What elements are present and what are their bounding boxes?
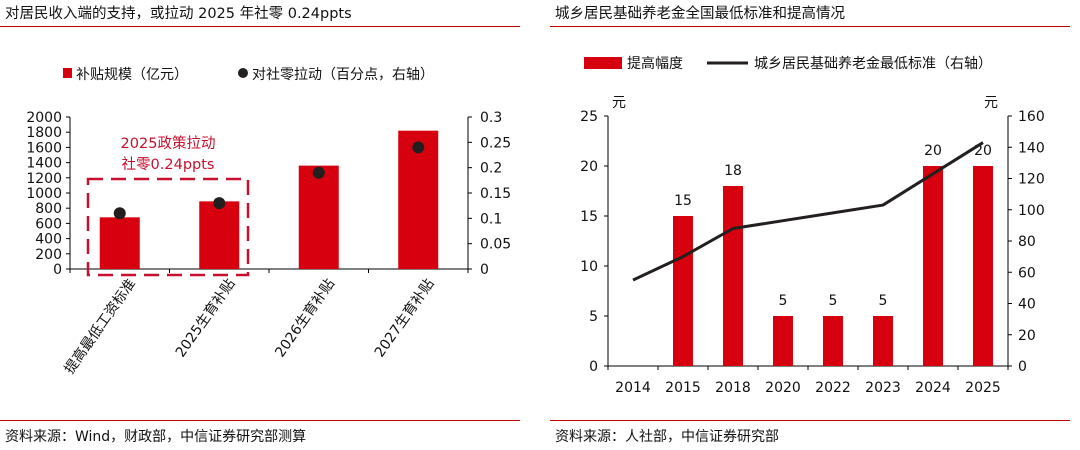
left-source-rule (0, 420, 520, 421)
bar-subsidy-2 (298, 165, 339, 269)
right-y-tick-label: 60 (1018, 265, 1036, 281)
bar-increase-2024 (923, 166, 943, 366)
legend-dot-swatch (238, 68, 248, 78)
annotation-line-2: 社零0.24ppts (122, 156, 215, 173)
right-y-tick-label: 20 (1018, 328, 1036, 344)
left-source-note: 资料来源：Wind，财政部，中信证券研究部测算 (5, 429, 307, 445)
right-y-tick-label: 100 (1018, 203, 1045, 219)
left-y-tick-label: 0 (589, 359, 598, 375)
x-category-label: 2023 (865, 380, 901, 396)
bar-subsidy-3 (398, 130, 439, 269)
bar-increase-2020 (773, 316, 793, 366)
left-y-tick-label: 200 (35, 247, 62, 263)
left-y-tick-label: 0 (53, 262, 62, 278)
left-y-tick-label: 5 (589, 309, 598, 325)
bar-value-label: 15 (674, 193, 692, 209)
bar-subsidy-1 (199, 201, 240, 269)
bar-increase-2022 (823, 316, 843, 366)
dot-retail-pull-1 (213, 197, 226, 210)
bar-increase-2023 (873, 316, 893, 366)
right-y-tick-label: 0.05 (480, 237, 511, 253)
bar-value-label: 18 (724, 163, 742, 179)
right-title-rule (550, 26, 1070, 27)
right-chart-title: 城乡居民基础养老金全国最低标准和提高情况 (555, 6, 845, 22)
x-category-label: 2022 (815, 380, 851, 396)
right-y-tick-label: 80 (1018, 234, 1036, 250)
right-y-tick-label: 40 (1018, 297, 1036, 313)
x-category-label: 提高最低工资标准 (61, 276, 139, 377)
x-category-label: 2020 (765, 380, 801, 396)
legend-bar-label: 提高幅度 (627, 55, 683, 72)
x-category-label: 2026生育补贴 (272, 276, 338, 360)
bar-increase-2015 (673, 216, 693, 366)
left-y-tick-label: 400 (35, 232, 62, 248)
right-y-tick-label: 120 (1018, 172, 1045, 188)
right-chart-panel: 城乡居民基础养老金全国最低标准和提高情况 提高幅度 城乡居民基础养老金最低标准（右… (550, 0, 1080, 450)
x-category-label: 2027生育补贴 (372, 276, 438, 360)
x-category-label: 2025 (965, 380, 1001, 396)
legend-bar-swatch (584, 57, 622, 69)
left-y-tick-label: 600 (35, 216, 62, 232)
left-chart-svg: 补贴规模（亿元） 对社零拉动（百分点，右轴）0200400600800100012… (26, 67, 511, 377)
left-chart-title: 对居民收入端的支持，或拉动 2025 年社零 0.24ppts (5, 6, 352, 22)
right-y-tick-label: 140 (1018, 140, 1045, 156)
left-y-tick-label: 1000 (26, 186, 62, 202)
right-source-rule (550, 420, 1070, 421)
left-y-tick-label: 25 (580, 109, 598, 125)
bar-increase-2025 (973, 166, 993, 366)
annotation-dashed-box (86, 177, 250, 277)
bar-value-label: 5 (879, 293, 888, 309)
right-y-tick-label: 0.25 (480, 135, 511, 151)
legend-bar-swatch (63, 68, 72, 78)
left-y-tick-label: 2000 (26, 110, 62, 126)
left-y-tick-label: 1400 (26, 156, 62, 172)
dot-retail-pull-0 (113, 207, 126, 220)
left-y-tick-label: 10 (580, 259, 598, 275)
x-category-label: 2015 (665, 380, 701, 396)
legend-line-label: 城乡居民基础养老金最低标准（右轴） (754, 55, 992, 72)
line-min-pension-standard (632, 141, 984, 282)
x-category-label: 2014 (615, 380, 651, 396)
left-y-tick-label: 1200 (26, 171, 62, 187)
left-y-tick-label: 20 (580, 159, 598, 175)
right-chart-svg: 提高幅度 城乡居民基础养老金最低标准（右轴）元 元05101520250204060… (580, 55, 1045, 396)
left-y-tick-label: 1600 (26, 140, 62, 156)
x-category-label: 2025生育补贴 (173, 276, 239, 360)
right-y-tick-label: 0.15 (480, 186, 511, 202)
dot-retail-pull-3 (412, 141, 425, 154)
left-y-tick-label: 1800 (26, 125, 62, 141)
left-axis-unit: 元 (612, 95, 626, 111)
left-y-tick-label: 15 (580, 209, 598, 225)
right-y-tick-label: 160 (1018, 109, 1045, 125)
left-y-tick-label: 800 (35, 201, 62, 217)
right-y-tick-label: 0.3 (480, 110, 502, 126)
legend-dot-label: 对社零拉动（百分点，右轴） (252, 67, 434, 83)
legend-bar-label: 补贴规模（亿元） (76, 67, 188, 83)
bar-increase-2018 (723, 186, 743, 366)
right-y-tick-label: 0.2 (480, 161, 502, 177)
bar-value-label: 5 (829, 293, 838, 309)
x-category-label: 2024 (915, 380, 951, 396)
bar-subsidy-0 (99, 217, 140, 269)
right-y-tick-label: 0 (480, 262, 489, 278)
dot-retail-pull-2 (312, 166, 325, 179)
left-chart-panel: 对居民收入端的支持，或拉动 2025 年社零 0.24ppts 补贴规模（亿元）… (0, 0, 530, 450)
bar-value-label: 5 (779, 293, 788, 309)
left-title-rule (0, 26, 520, 27)
right-source-note: 资料来源：人社部，中信证券研究部 (555, 429, 779, 445)
x-category-label: 2018 (715, 380, 751, 396)
right-axis-unit: 元 (984, 95, 998, 111)
right-y-tick-label: 0.1 (480, 211, 502, 227)
annotation-line-1: 2025政策拉动 (121, 135, 216, 152)
bar-value-label: 20 (924, 143, 942, 159)
right-y-tick-label: 0 (1018, 359, 1027, 375)
